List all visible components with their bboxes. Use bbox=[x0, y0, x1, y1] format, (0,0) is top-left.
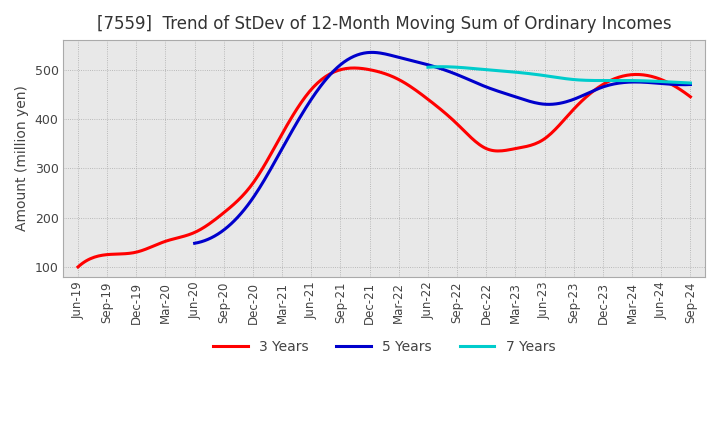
7 Years bbox=[580, 77, 588, 83]
3 Years bbox=[451, 119, 459, 125]
5 Years bbox=[368, 50, 377, 55]
5 Years bbox=[192, 240, 201, 246]
7 Years bbox=[646, 78, 654, 84]
5 Years bbox=[190, 241, 199, 246]
7 Years bbox=[585, 78, 594, 83]
7 Years bbox=[581, 77, 590, 83]
5 Years bbox=[485, 86, 494, 91]
3 Years bbox=[441, 110, 449, 115]
5 Years bbox=[487, 86, 496, 92]
7 Years bbox=[423, 65, 432, 70]
Line: 3 Years: 3 Years bbox=[78, 68, 690, 267]
Line: 7 Years: 7 Years bbox=[428, 67, 690, 83]
7 Years bbox=[425, 65, 433, 70]
3 Years bbox=[686, 94, 695, 99]
3 Years bbox=[631, 72, 639, 77]
5 Years bbox=[610, 81, 618, 87]
3 Years bbox=[592, 86, 600, 92]
Legend: 3 Years, 5 Years, 7 Years: 3 Years, 5 Years, 7 Years bbox=[207, 335, 561, 360]
3 Years bbox=[438, 108, 447, 114]
7 Years bbox=[686, 81, 695, 86]
Line: 5 Years: 5 Years bbox=[194, 52, 690, 243]
5 Years bbox=[686, 82, 695, 87]
7 Years bbox=[437, 64, 446, 70]
Y-axis label: Amount (million yen): Amount (million yen) bbox=[15, 85, 29, 231]
7 Years bbox=[662, 79, 671, 84]
Title: [7559]  Trend of StDev of 12-Month Moving Sum of Ordinary Incomes: [7559] Trend of StDev of 12-Month Moving… bbox=[97, 15, 672, 33]
3 Years bbox=[350, 66, 359, 71]
3 Years bbox=[76, 263, 84, 268]
5 Years bbox=[642, 80, 650, 85]
3 Years bbox=[73, 264, 82, 270]
5 Years bbox=[495, 89, 504, 94]
